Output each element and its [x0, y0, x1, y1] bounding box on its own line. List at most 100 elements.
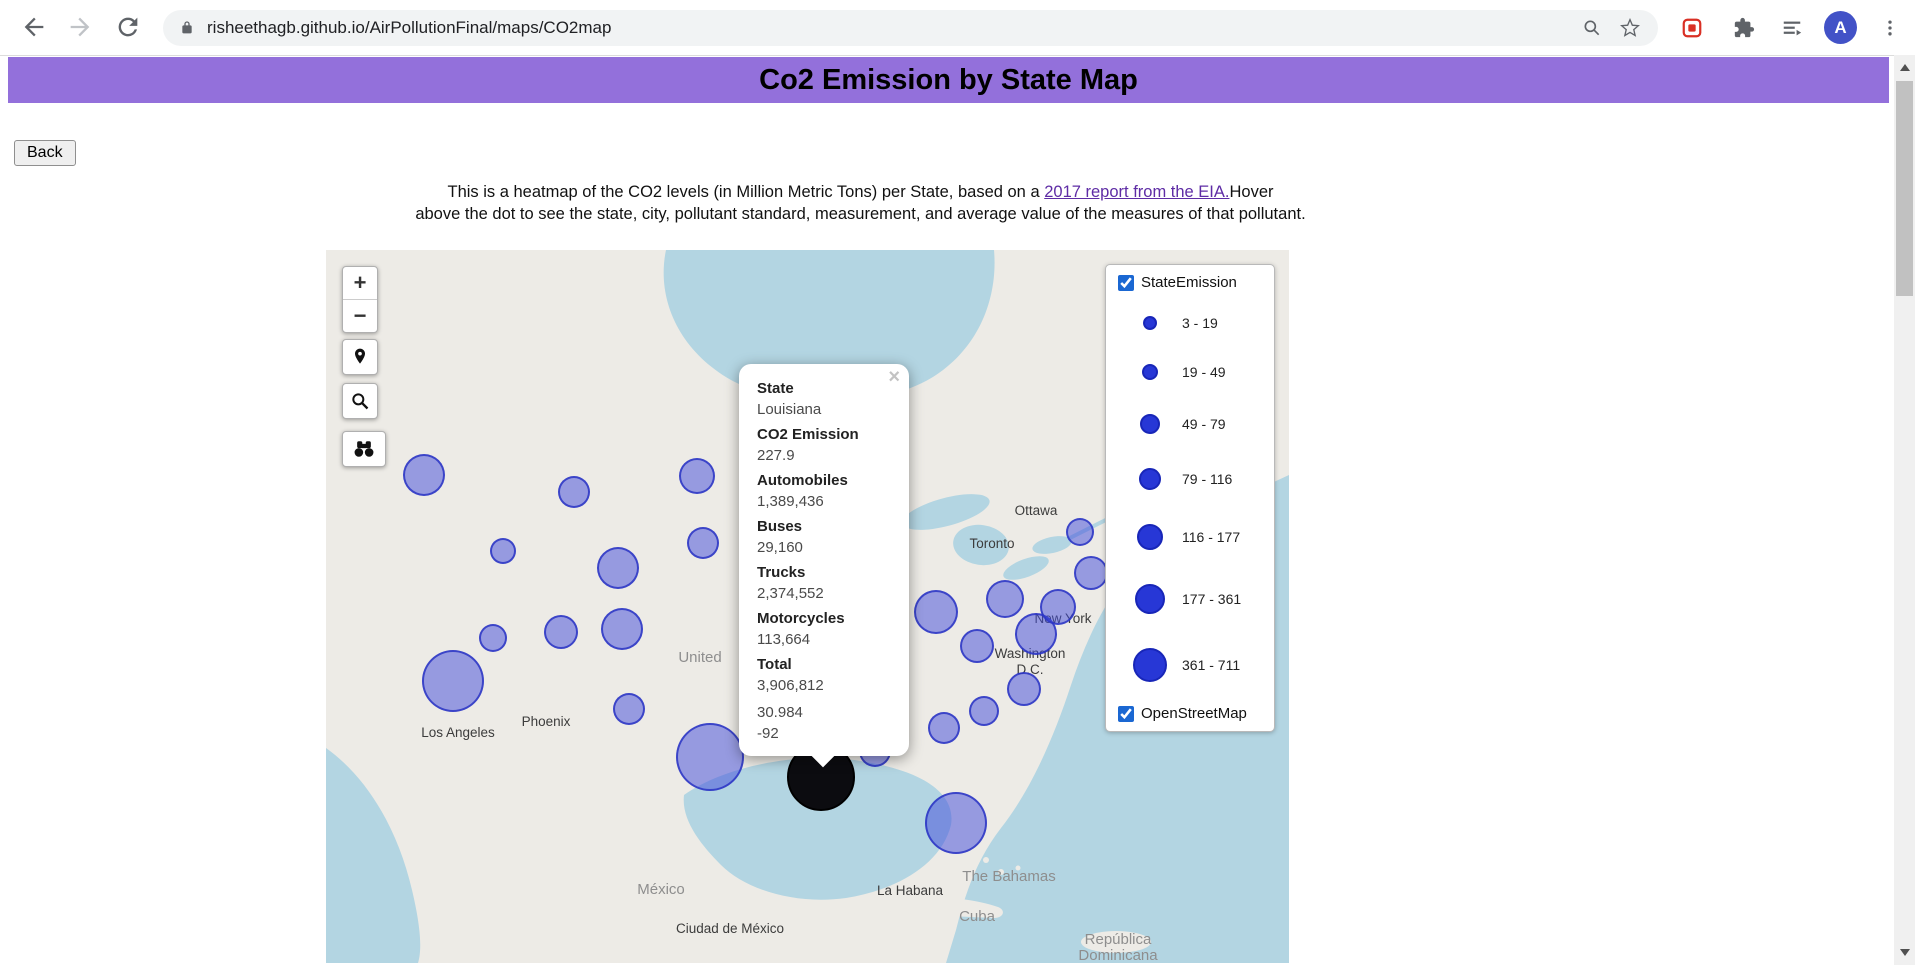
emission-circle[interactable] [558, 476, 590, 508]
bookmark-star-icon[interactable] [1620, 18, 1640, 38]
openstreetmap-checkbox[interactable] [1118, 705, 1134, 722]
emission-circle[interactable] [914, 590, 958, 634]
emission-circle[interactable] [479, 624, 507, 652]
eia-report-link[interactable]: 2017 report from the EIA. [1044, 183, 1230, 201]
legend-circle-icon [1143, 316, 1157, 330]
intro-after-2: above the dot to see the state, city, po… [415, 205, 1306, 223]
emission-circle[interactable] [544, 615, 578, 649]
popup-close-icon[interactable]: × [888, 366, 900, 388]
popup-field: State Louisiana [757, 378, 891, 420]
address-bar[interactable]: risheethagb.github.io/AirPollutionFinal/… [163, 10, 1658, 46]
emission-circle[interactable] [969, 696, 999, 726]
emission-circle[interactable] [1040, 589, 1076, 625]
map[interactable]: OttawaTorontoNew YorkWashington D.C.Unit… [326, 250, 1289, 963]
page-title-banner: Co2 Emission by State Map [8, 57, 1889, 103]
popup-field-label: Total [757, 656, 792, 673]
hispaniola-land [1081, 931, 1151, 953]
emission-circle[interactable] [679, 458, 715, 494]
map-search-icon[interactable] [343, 384, 377, 418]
zoom-control: + − [342, 266, 378, 333]
zoom-out-button[interactable]: − [343, 299, 377, 332]
legend-bin: 79 - 116 [1118, 451, 1266, 507]
bahamas-island [983, 857, 989, 863]
legend-bin: 177 - 361 [1118, 567, 1266, 631]
legend-bin-dot-wrap [1118, 468, 1182, 490]
marker-control [342, 339, 378, 375]
emission-circle[interactable] [422, 650, 484, 712]
map-label-los-angeles: Los Angeles [421, 725, 495, 740]
extension-red-icon[interactable] [1678, 14, 1705, 41]
overlay-layer-row[interactable]: StateEmission [1118, 274, 1266, 291]
bahamas-island [998, 869, 1004, 875]
legend-bin: 19 - 49 [1118, 347, 1266, 397]
map-label-cuba: Cuba [959, 908, 995, 925]
emission-circle[interactable] [925, 792, 987, 854]
legend-circle-icon [1142, 364, 1158, 380]
browser-forward-icon[interactable] [66, 13, 94, 41]
url-text: risheethagb.github.io/AirPollutionFinal/… [207, 18, 612, 37]
emission-circle[interactable] [613, 693, 645, 725]
legend-bin-label: 177 - 361 [1182, 591, 1242, 607]
legend-circle-icon [1135, 584, 1165, 614]
marker-pin-icon[interactable] [343, 340, 377, 374]
lake-erie [1003, 556, 1049, 580]
popup-latitude: 30.984 [757, 704, 803, 721]
emission-circle[interactable] [928, 712, 960, 744]
emission-circle[interactable] [601, 608, 643, 650]
popup-field: Total 3,906,812 [757, 654, 891, 696]
popup-field-value: 29,160 [757, 539, 803, 556]
scrollbar-thumb[interactable] [1896, 81, 1913, 296]
browser-chrome: risheethagb.github.io/AirPollutionFinal/… [0, 0, 1915, 56]
map-label-rep-blica-dominicana: República Dominicana [1078, 931, 1158, 964]
legend-bin-label: 19 - 49 [1182, 364, 1226, 380]
emission-circles-layer [326, 250, 1289, 963]
browser-back-icon[interactable] [20, 13, 48, 41]
emission-circle[interactable] [676, 723, 744, 791]
browser-menu-icon[interactable] [1876, 14, 1903, 41]
emission-circle[interactable] [597, 547, 639, 589]
emission-circle[interactable] [1074, 556, 1108, 590]
avatar[interactable]: A [1824, 11, 1857, 44]
emission-circle[interactable] [403, 454, 445, 496]
scrollbar-up-arrow[interactable] [1894, 57, 1915, 78]
map-label-la-habana: La Habana [876, 883, 944, 898]
popup-field: Motorcycles 113,664 [757, 608, 891, 650]
back-button[interactable]: Back [14, 140, 76, 166]
media-queue-icon[interactable] [1778, 14, 1805, 41]
intro-text: This is a heatmap of the CO2 levels (in … [338, 181, 1383, 225]
scrollbar[interactable] [1894, 55, 1915, 965]
binoculars-icon[interactable] [343, 432, 385, 466]
emission-circle[interactable] [490, 538, 516, 564]
legend-bin-label: 49 - 79 [1182, 416, 1226, 432]
popup-field: Trucks 2,374,552 [757, 562, 891, 604]
emission-circle[interactable] [986, 580, 1024, 618]
extensions-puzzle-icon[interactable] [1730, 14, 1757, 41]
legend-bins: 3 - 19 19 - 49 49 - 79 79 - 116 116 - 177 177… [1118, 299, 1266, 699]
popup-field-value: 3,906,812 [757, 677, 824, 694]
legend-bin-dot-wrap [1118, 316, 1182, 330]
map-label-ciudad-de-m-xico: Ciudad de México [675, 921, 785, 936]
popup-field: CO2 Emission 227.9 [757, 424, 891, 466]
legend-bin-label: 79 - 116 [1182, 471, 1233, 487]
popup-fields: State Louisiana CO2 Emission 227.9 Automobil… [757, 378, 891, 696]
state-emission-checkbox[interactable] [1118, 274, 1134, 291]
map-label-m-xico: México [637, 881, 685, 898]
legend-bin-label: 116 - 177 [1182, 529, 1241, 545]
emission-circle[interactable] [687, 527, 719, 559]
zoom-in-button[interactable]: + [353, 270, 367, 295]
emission-circle[interactable] [960, 629, 994, 663]
base-layer-row[interactable]: OpenStreetMap [1118, 705, 1266, 722]
emission-circle[interactable] [1007, 672, 1041, 706]
locate-control [342, 431, 386, 467]
popup-field-value: 113,664 [757, 631, 811, 648]
emission-circle[interactable] [1066, 518, 1094, 546]
search-icon[interactable] [1582, 18, 1602, 38]
legend-bin-dot-wrap [1118, 584, 1182, 614]
scrollbar-down-arrow[interactable] [1894, 942, 1915, 963]
base-layer-label: OpenStreetMap [1141, 705, 1247, 722]
popup-field-label: Trucks [757, 564, 806, 581]
legend-circle-icon [1139, 468, 1161, 490]
map-label-phoenix: Phoenix [521, 714, 571, 729]
page-content: Co2 Emission by State Map Back This is a… [0, 57, 1915, 963]
browser-reload-icon[interactable] [114, 13, 142, 41]
